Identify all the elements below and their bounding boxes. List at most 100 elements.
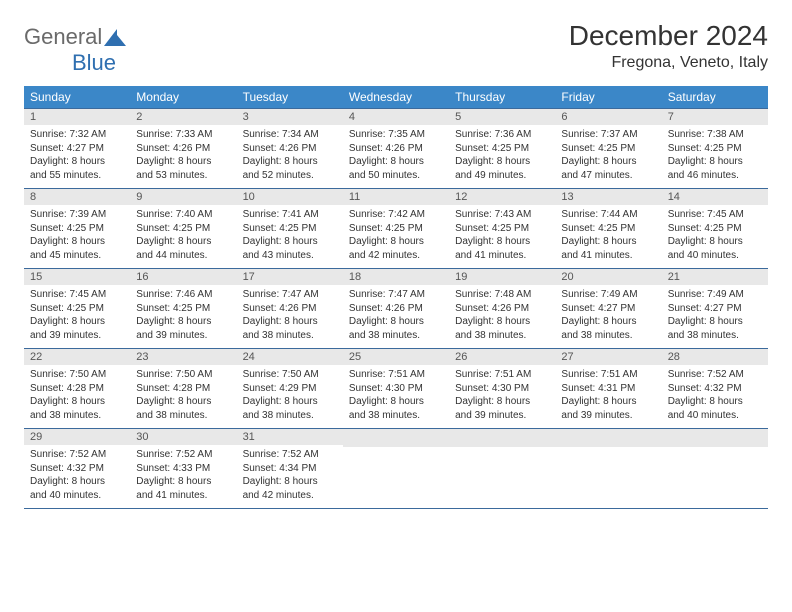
day-header: Sunday	[24, 86, 130, 109]
week-row: 1Sunrise: 7:32 AMSunset: 4:27 PMDaylight…	[24, 109, 768, 189]
day-content: Sunrise: 7:38 AMSunset: 4:25 PMDaylight:…	[662, 125, 768, 188]
day-header: Saturday	[662, 86, 768, 109]
sunset-text: Sunset: 4:26 PM	[349, 142, 443, 156]
day-content: Sunrise: 7:33 AMSunset: 4:26 PMDaylight:…	[130, 125, 236, 188]
daylight-text: Daylight: 8 hours and 41 minutes.	[136, 475, 230, 502]
sunrise-text: Sunrise: 7:51 AM	[561, 368, 655, 382]
empty-day-number	[662, 429, 768, 447]
daylight-text: Daylight: 8 hours and 38 minutes.	[349, 395, 443, 422]
day-cell: 3Sunrise: 7:34 AMSunset: 4:26 PMDaylight…	[237, 109, 343, 189]
day-content: Sunrise: 7:50 AMSunset: 4:29 PMDaylight:…	[237, 365, 343, 428]
daylight-text: Daylight: 8 hours and 40 minutes.	[30, 475, 124, 502]
day-number: 4	[343, 109, 449, 125]
sunset-text: Sunset: 4:26 PM	[136, 142, 230, 156]
sunrise-text: Sunrise: 7:34 AM	[243, 128, 337, 142]
sunrise-text: Sunrise: 7:44 AM	[561, 208, 655, 222]
day-content: Sunrise: 7:34 AMSunset: 4:26 PMDaylight:…	[237, 125, 343, 188]
day-content: Sunrise: 7:43 AMSunset: 4:25 PMDaylight:…	[449, 205, 555, 268]
day-cell: 18Sunrise: 7:47 AMSunset: 4:26 PMDayligh…	[343, 269, 449, 349]
daylight-text: Daylight: 8 hours and 44 minutes.	[136, 235, 230, 262]
day-content: Sunrise: 7:47 AMSunset: 4:26 PMDaylight:…	[237, 285, 343, 348]
sunrise-text: Sunrise: 7:32 AM	[30, 128, 124, 142]
day-cell	[662, 429, 768, 509]
day-content: Sunrise: 7:52 AMSunset: 4:33 PMDaylight:…	[130, 445, 236, 508]
sunset-text: Sunset: 4:30 PM	[349, 382, 443, 396]
sunrise-text: Sunrise: 7:50 AM	[136, 368, 230, 382]
sunset-text: Sunset: 4:28 PM	[30, 382, 124, 396]
day-content: Sunrise: 7:47 AMSunset: 4:26 PMDaylight:…	[343, 285, 449, 348]
day-content: Sunrise: 7:44 AMSunset: 4:25 PMDaylight:…	[555, 205, 661, 268]
daylight-text: Daylight: 8 hours and 45 minutes.	[30, 235, 124, 262]
day-cell: 26Sunrise: 7:51 AMSunset: 4:30 PMDayligh…	[449, 349, 555, 429]
empty-day-content	[662, 447, 768, 501]
day-content: Sunrise: 7:50 AMSunset: 4:28 PMDaylight:…	[24, 365, 130, 428]
day-header: Monday	[130, 86, 236, 109]
week-row: 15Sunrise: 7:45 AMSunset: 4:25 PMDayligh…	[24, 269, 768, 349]
week-row: 22Sunrise: 7:50 AMSunset: 4:28 PMDayligh…	[24, 349, 768, 429]
week-row: 29Sunrise: 7:52 AMSunset: 4:32 PMDayligh…	[24, 429, 768, 509]
sunset-text: Sunset: 4:25 PM	[136, 222, 230, 236]
day-cell: 12Sunrise: 7:43 AMSunset: 4:25 PMDayligh…	[449, 189, 555, 269]
month-title: December 2024	[569, 20, 768, 52]
day-number: 18	[343, 269, 449, 285]
sunrise-text: Sunrise: 7:47 AM	[349, 288, 443, 302]
day-content: Sunrise: 7:35 AMSunset: 4:26 PMDaylight:…	[343, 125, 449, 188]
sunrise-text: Sunrise: 7:35 AM	[349, 128, 443, 142]
sunset-text: Sunset: 4:32 PM	[30, 462, 124, 476]
day-cell: 6Sunrise: 7:37 AMSunset: 4:25 PMDaylight…	[555, 109, 661, 189]
day-cell	[555, 429, 661, 509]
sunset-text: Sunset: 4:25 PM	[455, 222, 549, 236]
daylight-text: Daylight: 8 hours and 53 minutes.	[136, 155, 230, 182]
day-cell: 14Sunrise: 7:45 AMSunset: 4:25 PMDayligh…	[662, 189, 768, 269]
sunset-text: Sunset: 4:27 PM	[668, 302, 762, 316]
sunrise-text: Sunrise: 7:50 AM	[30, 368, 124, 382]
daylight-text: Daylight: 8 hours and 40 minutes.	[668, 235, 762, 262]
day-number: 16	[130, 269, 236, 285]
day-number: 14	[662, 189, 768, 205]
day-cell: 27Sunrise: 7:51 AMSunset: 4:31 PMDayligh…	[555, 349, 661, 429]
day-content: Sunrise: 7:48 AMSunset: 4:26 PMDaylight:…	[449, 285, 555, 348]
day-cell: 21Sunrise: 7:49 AMSunset: 4:27 PMDayligh…	[662, 269, 768, 349]
day-header: Thursday	[449, 86, 555, 109]
sunset-text: Sunset: 4:26 PM	[243, 302, 337, 316]
day-cell: 5Sunrise: 7:36 AMSunset: 4:25 PMDaylight…	[449, 109, 555, 189]
daylight-text: Daylight: 8 hours and 41 minutes.	[455, 235, 549, 262]
day-header: Friday	[555, 86, 661, 109]
day-content: Sunrise: 7:36 AMSunset: 4:25 PMDaylight:…	[449, 125, 555, 188]
day-header: Wednesday	[343, 86, 449, 109]
sunrise-text: Sunrise: 7:52 AM	[136, 448, 230, 462]
sunset-text: Sunset: 4:32 PM	[668, 382, 762, 396]
sunrise-text: Sunrise: 7:51 AM	[455, 368, 549, 382]
day-header: Tuesday	[237, 86, 343, 109]
sunset-text: Sunset: 4:26 PM	[243, 142, 337, 156]
day-cell: 7Sunrise: 7:38 AMSunset: 4:25 PMDaylight…	[662, 109, 768, 189]
day-content: Sunrise: 7:32 AMSunset: 4:27 PMDaylight:…	[24, 125, 130, 188]
logo: GeneralBlue	[24, 24, 126, 76]
day-content: Sunrise: 7:51 AMSunset: 4:31 PMDaylight:…	[555, 365, 661, 428]
day-cell: 2Sunrise: 7:33 AMSunset: 4:26 PMDaylight…	[130, 109, 236, 189]
sunrise-text: Sunrise: 7:36 AM	[455, 128, 549, 142]
day-content: Sunrise: 7:49 AMSunset: 4:27 PMDaylight:…	[662, 285, 768, 348]
logo-text-blue: Blue	[72, 50, 116, 75]
sunrise-text: Sunrise: 7:41 AM	[243, 208, 337, 222]
day-cell	[449, 429, 555, 509]
day-cell: 4Sunrise: 7:35 AMSunset: 4:26 PMDaylight…	[343, 109, 449, 189]
sunrise-text: Sunrise: 7:48 AM	[455, 288, 549, 302]
day-number: 13	[555, 189, 661, 205]
title-block: December 2024 Fregona, Veneto, Italy	[569, 20, 768, 72]
day-cell: 16Sunrise: 7:46 AMSunset: 4:25 PMDayligh…	[130, 269, 236, 349]
day-content: Sunrise: 7:52 AMSunset: 4:32 PMDaylight:…	[24, 445, 130, 508]
daylight-text: Daylight: 8 hours and 39 minutes.	[561, 395, 655, 422]
empty-day-number	[343, 429, 449, 447]
day-number: 9	[130, 189, 236, 205]
day-cell: 15Sunrise: 7:45 AMSunset: 4:25 PMDayligh…	[24, 269, 130, 349]
day-number: 30	[130, 429, 236, 445]
day-number: 15	[24, 269, 130, 285]
sunset-text: Sunset: 4:27 PM	[30, 142, 124, 156]
sunrise-text: Sunrise: 7:49 AM	[561, 288, 655, 302]
sunrise-text: Sunrise: 7:51 AM	[349, 368, 443, 382]
day-number: 23	[130, 349, 236, 365]
sunset-text: Sunset: 4:25 PM	[455, 142, 549, 156]
day-content: Sunrise: 7:52 AMSunset: 4:34 PMDaylight:…	[237, 445, 343, 508]
sunrise-text: Sunrise: 7:39 AM	[30, 208, 124, 222]
